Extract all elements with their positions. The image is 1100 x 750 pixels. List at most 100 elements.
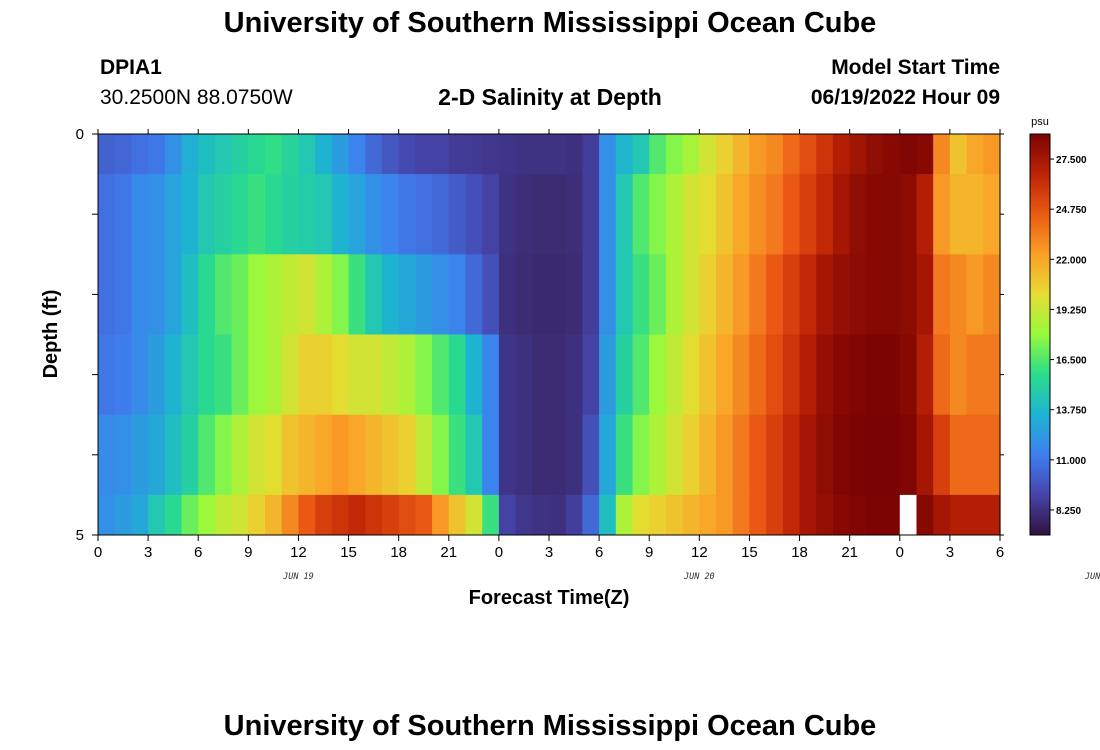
colorbar-gradient — [1029, 133, 1051, 536]
heatmap-cell — [883, 494, 901, 536]
heatmap-cell — [749, 494, 767, 536]
heatmap-cell — [198, 414, 216, 496]
heatmap-cell — [916, 494, 934, 536]
heatmap-cell — [766, 494, 784, 536]
heatmap-cell — [782, 134, 801, 175]
heatmap-cell — [816, 174, 834, 255]
heatmap-cell — [899, 134, 918, 175]
heatmap-cell — [582, 174, 600, 255]
heatmap-cell — [98, 174, 116, 255]
heatmap-cell — [532, 334, 550, 416]
heatmap-cell — [933, 414, 951, 496]
x-tick-label: 18 — [390, 544, 407, 561]
heatmap-cell — [114, 174, 132, 255]
heatmap-cell — [281, 254, 300, 335]
heatmap-cell — [816, 334, 834, 416]
heatmap-cell — [315, 334, 333, 416]
heatmap-cell — [214, 334, 233, 416]
x-tick-label: 0 — [94, 544, 102, 561]
heatmap-cell — [281, 494, 300, 536]
heatmap-cell — [198, 494, 216, 536]
heatmap-cell — [832, 134, 851, 175]
heatmap-cell — [983, 334, 1001, 416]
heatmap-cell — [866, 494, 884, 536]
heatmap-cell — [549, 254, 567, 335]
heatmap-cell — [615, 414, 634, 496]
x-tick-label: 12 — [290, 544, 307, 561]
heatmap-cell — [98, 494, 116, 536]
heatmap-cell — [615, 254, 634, 335]
heatmap-cell — [348, 334, 366, 416]
heatmap-cell — [866, 174, 884, 255]
x-tick-label: 6 — [595, 544, 603, 561]
heatmap-cell — [632, 414, 650, 496]
heatmap-cell — [699, 254, 717, 335]
heatmap-cell — [899, 414, 918, 496]
heatmap-cell — [615, 494, 634, 536]
heatmap-cell — [348, 254, 366, 335]
heatmap-cell — [782, 334, 801, 416]
heatmap-cell — [181, 414, 199, 496]
heatmap-cell — [649, 494, 667, 536]
heatmap-cell — [983, 174, 1001, 255]
heatmap-cell — [933, 494, 951, 536]
x-tick-label: 18 — [791, 544, 808, 561]
heatmap-cell — [432, 134, 450, 175]
heatmap-cell — [281, 334, 300, 416]
heatmap-cell — [883, 254, 901, 335]
heatmap-cell — [832, 414, 851, 496]
heatmap-cell — [632, 254, 650, 335]
heatmap-cell — [482, 414, 500, 496]
heatmap-cell — [198, 334, 216, 416]
heatmap-cell — [649, 174, 667, 255]
heatmap-cell — [732, 174, 751, 255]
heatmap-cell — [198, 254, 216, 335]
heatmap-cell — [766, 414, 784, 496]
heatmap-cell — [298, 414, 316, 496]
heatmap-cell — [415, 134, 433, 175]
heatmap-cell — [448, 414, 467, 496]
heatmap-cell — [816, 494, 834, 536]
heatmap-cell — [749, 334, 767, 416]
heatmap-cell — [231, 134, 249, 175]
heatmap-cell — [983, 494, 1001, 536]
heatmap-cell — [281, 414, 300, 496]
heatmap-cell — [381, 334, 400, 416]
heatmap-cell — [716, 414, 734, 496]
heatmap-cell — [665, 494, 684, 536]
heatmap-cell — [131, 494, 149, 536]
heatmap-cell — [916, 174, 934, 255]
heatmap-cell — [214, 134, 233, 175]
day-label: JUN 20 — [683, 572, 715, 582]
heatmap-cell — [331, 414, 350, 496]
x-tick-label: 6 — [996, 544, 1004, 561]
heatmap-cell — [482, 494, 500, 536]
heatmap-cell — [515, 134, 533, 175]
heatmap-cell — [615, 334, 634, 416]
day-label: JUN 21 — [1084, 572, 1100, 582]
heatmap-cell — [949, 134, 968, 175]
heatmap-cell — [933, 134, 951, 175]
model-start-value: 06/19/2022 Hour 09 — [810, 86, 1000, 109]
heatmap-cell — [966, 254, 984, 335]
heatmap-cell — [231, 414, 249, 496]
heatmap-cell — [582, 134, 600, 175]
heatmap-cell — [315, 134, 333, 175]
heatmap-cell — [248, 174, 266, 255]
heatmap-cell — [398, 254, 416, 335]
heatmap-cell — [281, 134, 300, 175]
heatmap-cell — [365, 174, 383, 255]
y-tick-label: 5 — [76, 527, 84, 544]
heatmap-cell — [148, 414, 166, 496]
heatmap-cell — [265, 494, 283, 536]
y-axis-title: Depth (ft) — [40, 290, 62, 379]
heatmap-cell — [732, 494, 751, 536]
chart-subtitle: 2-D Salinity at Depth — [438, 84, 662, 110]
heatmap-cell — [515, 414, 533, 496]
heatmap-cell — [265, 414, 283, 496]
heatmap-cell — [899, 254, 918, 335]
heatmap-cell — [465, 254, 483, 335]
heatmap-cell — [148, 174, 166, 255]
heatmap-cell — [214, 254, 233, 335]
